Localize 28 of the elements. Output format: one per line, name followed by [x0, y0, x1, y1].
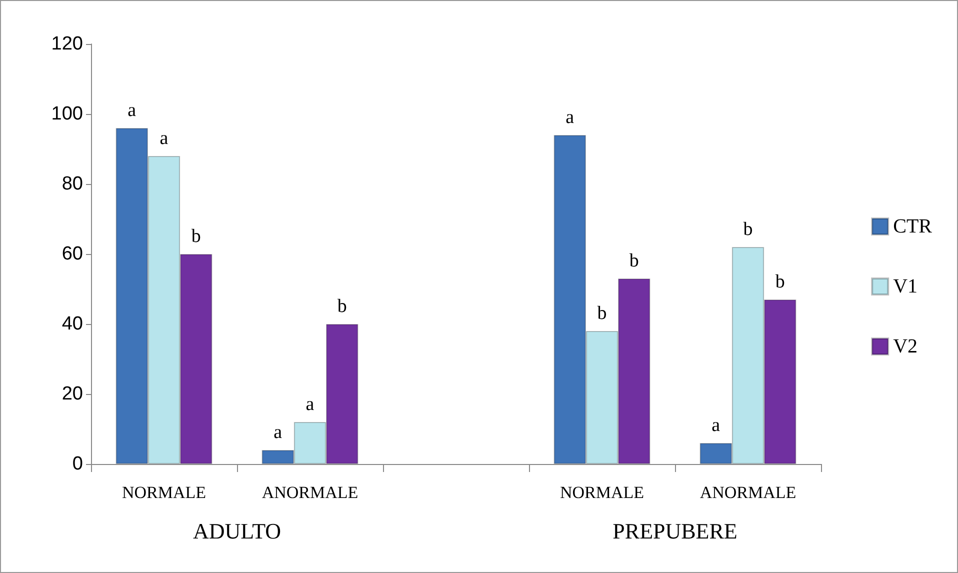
data-label: a — [566, 107, 575, 128]
data-label: b — [775, 272, 785, 292]
data-label: a — [160, 128, 169, 149]
y-tick-label: 0 — [72, 454, 83, 474]
data-label: a — [306, 394, 315, 415]
y-tick-label: 60 — [62, 244, 83, 264]
data-label: b — [629, 250, 639, 272]
x-tick-label: NORMALE — [122, 483, 206, 502]
data-label: b — [597, 303, 607, 324]
text: ADULTO — [192, 518, 282, 544]
x-tick-label: ANORMALE — [262, 483, 358, 502]
data-label: b — [337, 296, 347, 317]
y-tick-label: 120 — [51, 34, 83, 54]
y-tick-label: 20 — [62, 384, 83, 404]
legend-label: V1 — [893, 276, 918, 298]
data-label: a — [274, 422, 283, 443]
data-label: b — [743, 219, 753, 240]
y-tick-label: 40 — [62, 314, 83, 334]
data-label: a — [712, 415, 721, 436]
legend-label: V2 — [893, 336, 918, 358]
y-tick-label: 100 — [51, 104, 83, 124]
data-label: b — [191, 226, 201, 247]
text: PREPUBERE — [612, 518, 738, 544]
data-label: a — [128, 100, 137, 121]
y-tick-label: 80 — [62, 174, 83, 194]
x-tick-label: ANORMALE — [700, 483, 796, 502]
x-tick-label: NORMALE — [560, 483, 644, 502]
legend-label: CTR — [893, 216, 933, 238]
